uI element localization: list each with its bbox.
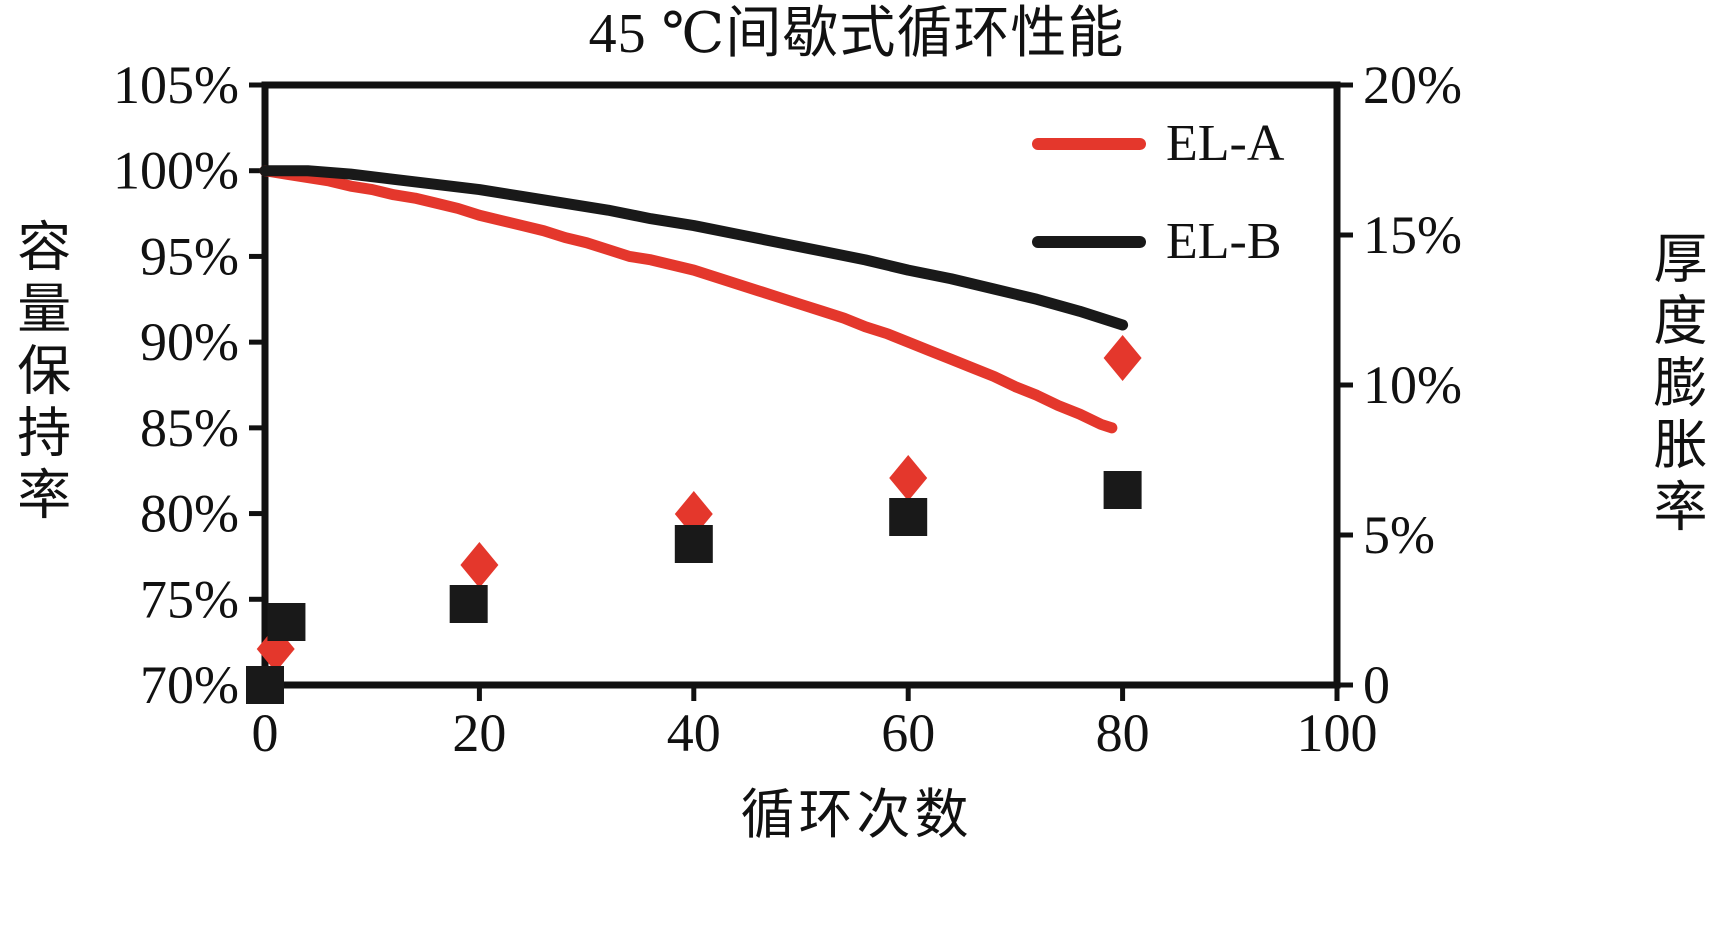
diamond-marker [889, 455, 928, 501]
diamond-marker [460, 542, 499, 588]
left-y-tick-label: 70% [140, 655, 239, 715]
square-marker [674, 525, 713, 563]
square-marker [1103, 471, 1142, 509]
left-y-tick-label: 100% [113, 141, 239, 201]
square-marker [267, 603, 306, 641]
right-y-tick-label: 10% [1363, 355, 1462, 415]
left-y-tick-label: 95% [140, 226, 239, 286]
left-y-tick-label: 85% [140, 398, 239, 458]
plot-border [261, 81, 1341, 689]
legend-label: EL-B [1166, 213, 1282, 270]
left-y-tick-label: 105% [113, 55, 239, 115]
chart-title: 45 ℃间歇式循环性能 [588, 3, 1125, 65]
line-series [259, 165, 1129, 331]
legend-item-el-b: EL-B [1032, 216, 1284, 268]
el-a-line-swatch [1032, 138, 1146, 150]
line-series [259, 165, 1118, 434]
diamond-marker [1103, 335, 1142, 381]
el-b-line-swatch [1032, 236, 1146, 248]
right-axis-label: 厚度膨胀率 [1645, 230, 1705, 540]
x-axis-label: 循环次数 [740, 785, 973, 845]
left-y-tick-label: 90% [140, 312, 239, 372]
square-marker [449, 585, 488, 623]
left-axis-label: 容量保持率 [8, 218, 69, 528]
right-y-tick-label: 5% [1363, 505, 1435, 565]
legend: EL-A EL-B [1032, 118, 1284, 268]
left-y-tick-label: 75% [140, 569, 239, 629]
x-tick-label: 0 [252, 703, 279, 763]
square-marker [889, 498, 928, 536]
right-y-tick-label: 15% [1363, 205, 1462, 265]
x-tick-label: 40 [667, 703, 721, 763]
x-tick-label: 100 [1297, 703, 1378, 763]
left-y-tick-label: 80% [140, 484, 239, 544]
legend-item-el-a: EL-A [1032, 118, 1284, 170]
x-tick-label: 60 [881, 703, 935, 763]
square-marker [246, 666, 284, 704]
right-y-tick-label: 20% [1363, 55, 1462, 115]
right-y-tick-label: 0 [1363, 655, 1390, 715]
x-tick-label: 20 [452, 703, 506, 763]
legend-label: EL-A [1166, 115, 1285, 172]
x-tick-label: 80 [1096, 703, 1150, 763]
